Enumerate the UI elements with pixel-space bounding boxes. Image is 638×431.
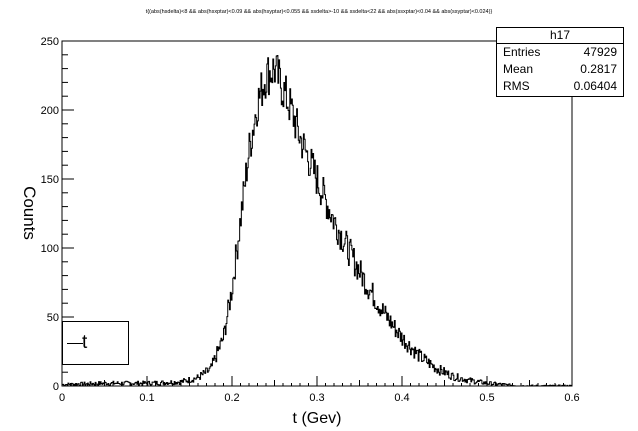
- histogram-series: [62, 54, 572, 387]
- y-axis: 0 50 100 150 200 250: [41, 36, 74, 393]
- stats-entries-label: Entries: [503, 45, 541, 59]
- x-axis-label: t (Gev): [293, 410, 342, 427]
- x-tick-label: 0: [59, 392, 65, 404]
- y-tick-label: 200: [41, 105, 59, 117]
- y-tick-label: 50: [47, 312, 59, 324]
- histogram-line: [62, 54, 572, 387]
- stats-mean-label: Mean: [503, 62, 534, 76]
- legend-label-t: t: [82, 332, 88, 353]
- stats-rms-value: 0.06404: [573, 79, 617, 93]
- x-tick-label: 0.1: [139, 392, 154, 404]
- y-tick-label: 0: [53, 381, 59, 393]
- stats-entries-value: 47929: [583, 45, 617, 59]
- y-axis-label: Counts: [20, 186, 39, 240]
- chart-title: t{(abs(hsdelta)<8 && abs(hsxptar)<0.09 &…: [145, 9, 493, 15]
- y-tick-label: 250: [41, 36, 59, 48]
- stats-histogram-name: h17: [497, 28, 623, 44]
- stats-rms-label: RMS: [503, 79, 530, 93]
- x-tick-label: 0.3: [309, 392, 324, 404]
- x-axis: 0 0.1 0.2 0.3 0.4 0.5 0.6: [59, 376, 580, 404]
- stats-row-mean: Mean 0.2817: [497, 61, 623, 78]
- x-tick-label: 0.6: [564, 392, 579, 404]
- x-tick-label: 0.2: [224, 392, 239, 404]
- legend-box: t: [62, 321, 129, 365]
- stats-row-entries: Entries 47929: [497, 44, 623, 61]
- x-tick-label: 0.5: [479, 392, 494, 404]
- stats-mean-value: 0.2817: [580, 62, 617, 76]
- y-tick-label: 100: [41, 243, 59, 255]
- stats-box: h17 Entries 47929 Mean 0.2817 RMS 0.0640…: [496, 27, 624, 97]
- y-tick-label: 150: [41, 174, 59, 186]
- stats-row-rms: RMS 0.06404: [497, 78, 623, 95]
- legend-line-marker: [67, 343, 83, 344]
- x-tick-label: 0.4: [394, 392, 409, 404]
